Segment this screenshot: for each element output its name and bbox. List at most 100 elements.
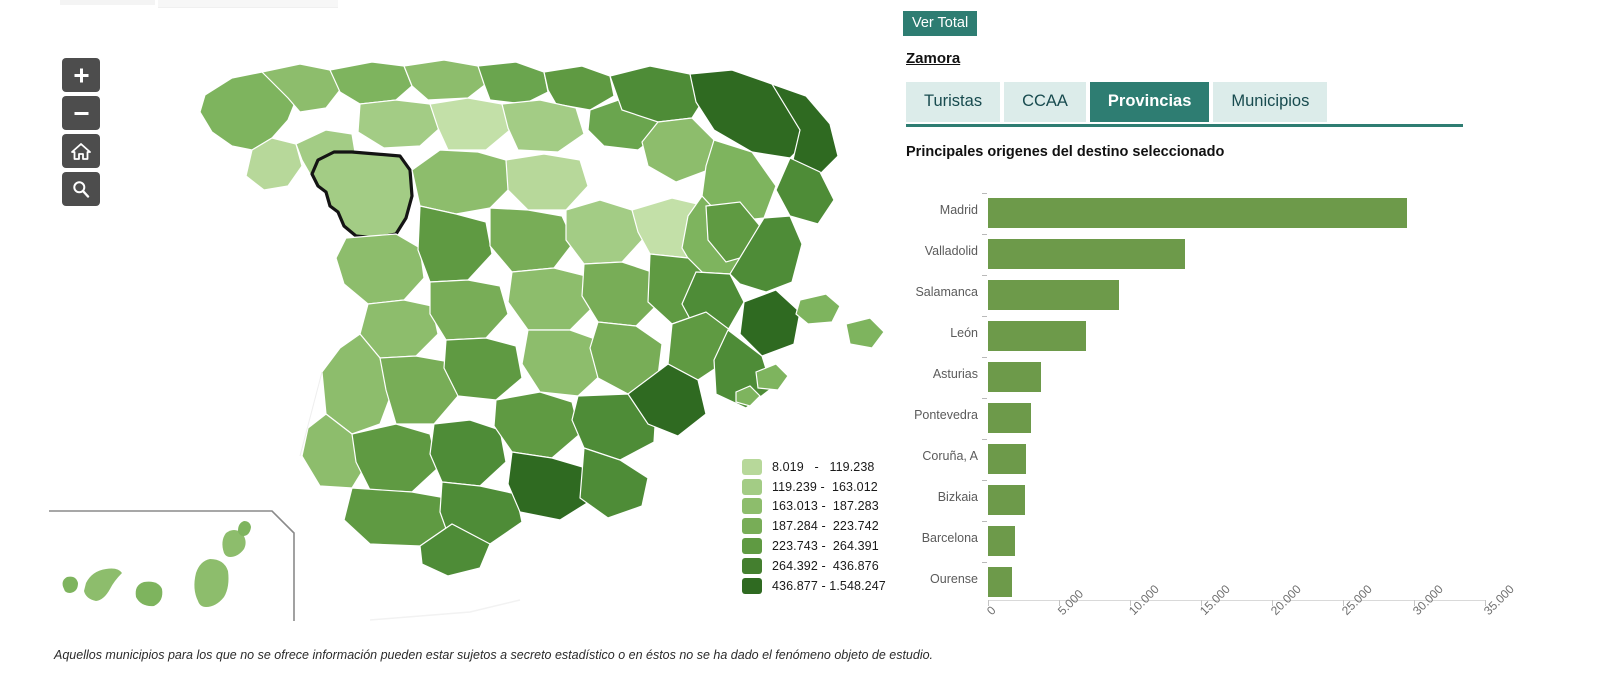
x-tick-mark — [1414, 600, 1415, 606]
legend-label: 187.284 - 223.742 — [772, 519, 879, 534]
bar[interactable] — [988, 362, 1041, 393]
bar[interactable] — [988, 280, 1119, 311]
bar-category-label: Salamanca — [915, 285, 978, 299]
selected-region-label[interactable]: Zamora — [906, 50, 961, 67]
home-extent-button[interactable] — [62, 134, 100, 168]
x-tick-mark — [988, 600, 989, 606]
x-tick-label: 0 — [984, 603, 999, 618]
bar-category-label: Pontevedra — [914, 408, 978, 422]
right-panel: Ver Total Zamora Turistas CCAA Provincia… — [895, 0, 1600, 690]
legend-label: 8.019 - 119.238 — [772, 459, 875, 474]
x-tick-mark — [1343, 600, 1344, 606]
legend-item: 223.743 - 264.391 — [742, 536, 886, 556]
home-icon — [71, 142, 91, 160]
map-panel[interactable]: 8.019 - 119.238 119.239 - 163.012 163.01… — [0, 0, 933, 662]
bar[interactable] — [988, 444, 1027, 475]
tab-ccaa[interactable]: CCAA — [1004, 82, 1086, 122]
top-ghost-strip-left — [60, 0, 155, 5]
y-tick-mark — [982, 234, 987, 235]
x-tick-mark — [1485, 600, 1486, 606]
bar-category-label: Bizkaia — [937, 490, 978, 504]
legend-label: 436.877 - 1.548.247 — [772, 578, 886, 593]
chart-plot-area: Madrid Valladolid Salamanca León Asturias Pon… — [914, 190, 1485, 600]
legend-swatch — [742, 478, 762, 495]
zoom-in-button[interactable] — [62, 58, 100, 92]
bar-category-label: León — [950, 326, 978, 340]
tab-bar[interactable]: Turistas CCAA Provincias Municipios — [906, 82, 1331, 122]
x-tick-mark — [1272, 600, 1273, 606]
x-axis-line — [988, 600, 1485, 601]
bar-row[interactable]: León — [950, 313, 1485, 354]
y-tick-mark — [982, 398, 987, 399]
legend-label: 264.392 - 436.876 — [772, 558, 879, 573]
x-tick-mark — [1130, 600, 1131, 606]
minus-icon — [74, 111, 88, 115]
bar-category-label: Asturias — [932, 367, 978, 381]
y-tick-mark — [982, 357, 987, 358]
legend-label: 119.239 - 163.012 — [772, 479, 878, 494]
y-tick-mark — [982, 521, 987, 522]
y-tick-mark — [982, 316, 987, 317]
footnote-text: Aquellos municipios para los que no se o… — [54, 648, 934, 662]
bar-row[interactable]: Coruña, A — [922, 436, 1485, 477]
legend-label: 163.013 - 187.283 — [772, 499, 879, 514]
bar[interactable] — [988, 239, 1186, 270]
bar[interactable] — [988, 198, 1407, 229]
bar-row[interactable]: Valladolid — [925, 231, 1485, 272]
legend-swatch — [742, 518, 762, 535]
origins-bar-chart[interactable]: Madrid Valladolid Salamanca León Asturias Pon… — [895, 182, 1600, 652]
legend-swatch — [742, 458, 762, 475]
map-controls[interactable] — [62, 58, 100, 210]
y-tick-mark — [982, 275, 987, 276]
bar-row[interactable]: Bizkaia — [938, 477, 1485, 518]
legend-item: 436.877 - 1.548.247 — [742, 576, 886, 596]
bar-row[interactable]: Pontevedra — [914, 395, 1485, 436]
bar[interactable] — [988, 485, 1025, 516]
x-tick-mark — [1201, 600, 1202, 606]
bar-category-label: Valladolid — [924, 244, 978, 258]
chart-title: Principales origenes del destino selecci… — [906, 144, 1225, 160]
ver-total-button[interactable]: Ver Total — [903, 11, 978, 36]
legend-item: 163.013 - 187.283 — [742, 497, 886, 517]
legend-item: 8.019 - 119.238 — [742, 457, 886, 477]
tab-municipios[interactable]: Municipios — [1213, 82, 1328, 122]
legend-label: 223.743 - 264.391 — [772, 539, 879, 554]
y-tick-mark — [982, 439, 987, 440]
legend-item: 119.239 - 163.012 — [742, 477, 886, 497]
tab-provincias[interactable]: Provincias — [1089, 82, 1210, 122]
bar-row[interactable]: Madrid — [940, 190, 1485, 231]
bar-category-label: Coruña, A — [922, 449, 978, 463]
search-button[interactable] — [62, 172, 100, 206]
canary-islands-inset — [49, 510, 295, 621]
y-tick-mark — [982, 193, 987, 194]
spain-choropleth-map[interactable] — [0, 0, 895, 630]
zoom-out-button[interactable] — [62, 96, 100, 130]
plus-icon — [74, 68, 88, 82]
legend-swatch — [742, 577, 762, 594]
bar-row[interactable]: Ourense — [930, 559, 1485, 600]
bar-row[interactable]: Barcelona — [922, 518, 1485, 559]
legend-swatch — [742, 557, 762, 574]
tab-turistas[interactable]: Turistas — [906, 82, 1001, 122]
bar[interactable] — [988, 403, 1031, 434]
legend-swatch — [742, 498, 762, 515]
bar[interactable] — [988, 321, 1086, 352]
legend-item: 187.284 - 223.742 — [742, 516, 886, 536]
bar-category-label: Madrid — [939, 203, 978, 217]
top-ghost-strip-right — [158, 0, 338, 8]
y-tick-mark — [982, 480, 987, 481]
bar-row[interactable]: Salamanca — [915, 272, 1485, 313]
bar-category-label: Barcelona — [921, 531, 978, 545]
x-tick-label: 35.000 — [1481, 582, 1517, 618]
search-icon — [73, 181, 90, 198]
map-legend: 8.019 - 119.238 119.239 - 163.012 163.01… — [742, 457, 886, 596]
y-tick-mark — [982, 562, 987, 563]
legend-swatch — [742, 538, 762, 555]
bar-row[interactable]: Asturias — [933, 354, 1485, 395]
bar-category-label: Ourense — [930, 572, 978, 586]
tab-underline — [906, 124, 1463, 127]
x-tick-mark — [1059, 600, 1060, 606]
bar[interactable] — [988, 526, 1015, 557]
legend-item: 264.392 - 436.876 — [742, 556, 886, 576]
bar[interactable] — [988, 567, 1013, 598]
